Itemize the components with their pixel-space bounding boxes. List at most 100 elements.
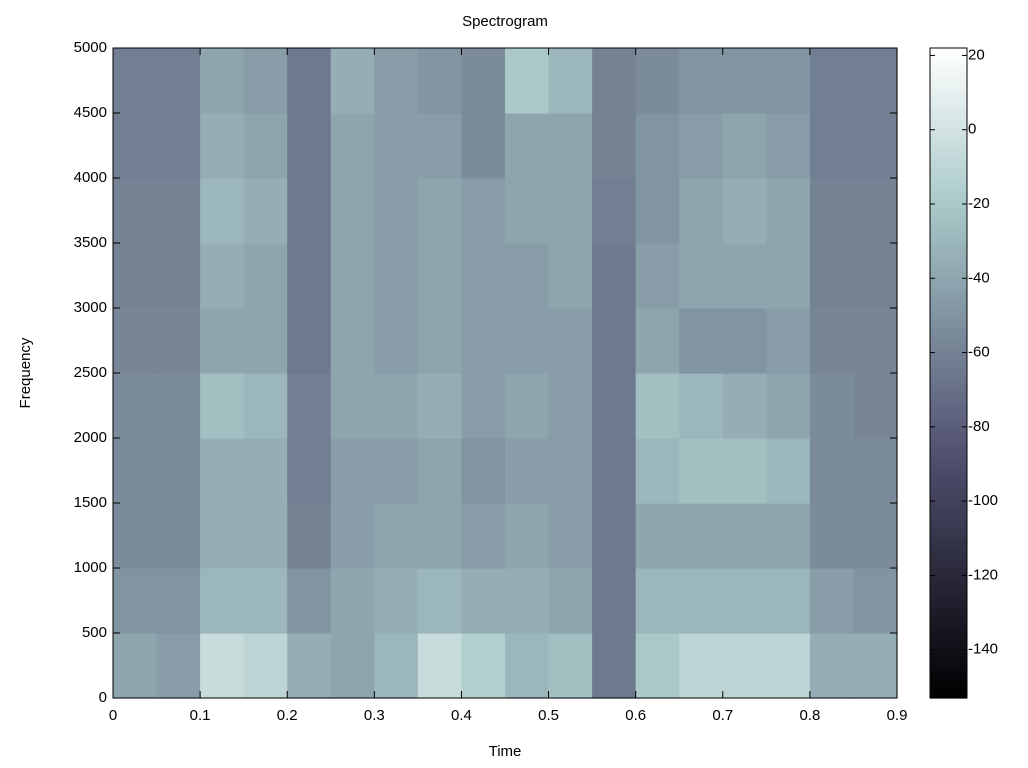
colorbar-swatch <box>930 258 967 264</box>
colorbar-swatch <box>930 238 967 244</box>
cell <box>200 633 245 699</box>
x-tick-label: 0 <box>109 707 117 724</box>
cell <box>505 438 550 504</box>
colorbar-swatch <box>930 263 967 269</box>
colorbar-swatch <box>930 548 967 554</box>
cell <box>287 308 332 374</box>
cell <box>287 568 332 634</box>
cell <box>243 48 288 114</box>
colorbar-swatch <box>930 493 967 499</box>
colorbar-swatch <box>930 208 967 214</box>
colorbar-swatch <box>930 423 967 429</box>
cell <box>374 438 419 504</box>
colorbar-swatch <box>930 573 967 579</box>
colorbar-swatch <box>930 273 967 279</box>
colorbar-tick-label: -80 <box>968 418 990 435</box>
cell <box>505 178 550 244</box>
cell <box>330 568 375 634</box>
cell <box>417 373 463 439</box>
colorbar-swatch <box>930 553 967 559</box>
cell <box>243 308 288 374</box>
cell <box>809 178 855 244</box>
colorbar-swatch <box>930 333 967 339</box>
cell <box>330 48 375 114</box>
cell <box>505 633 550 699</box>
cell <box>548 633 593 699</box>
y-tick-label: 1000 <box>74 559 107 576</box>
colorbar-swatch <box>930 348 967 354</box>
cell <box>722 633 767 699</box>
colorbar-swatch <box>930 188 967 194</box>
cell <box>548 503 593 569</box>
cell <box>461 48 506 114</box>
cell <box>722 308 767 374</box>
y-tick-label: 2500 <box>74 364 107 381</box>
cell <box>461 503 506 569</box>
colorbar-swatch <box>930 568 967 574</box>
cell <box>679 113 724 179</box>
cell <box>156 438 201 504</box>
cell <box>853 633 898 699</box>
x-tick-label: 0.8 <box>799 707 820 724</box>
colorbar-swatch <box>930 303 967 309</box>
cell <box>330 113 375 179</box>
colorbar-swatch <box>930 418 967 424</box>
cell <box>679 178 724 244</box>
cell <box>766 568 811 634</box>
cell <box>635 438 680 504</box>
colorbar-swatch <box>930 693 967 699</box>
colorbar-swatch <box>930 683 967 689</box>
cell <box>417 308 463 374</box>
cell <box>809 243 855 309</box>
colorbar-swatch <box>930 108 967 114</box>
colorbar-tick-label: 0 <box>968 121 976 138</box>
colorbar-swatch <box>930 468 967 474</box>
colorbar-swatch <box>930 68 967 74</box>
colorbar-swatch <box>930 363 967 369</box>
colorbar-swatch <box>930 118 967 124</box>
colorbar-swatch <box>930 453 967 459</box>
colorbar-swatch <box>930 338 967 344</box>
colorbar-swatch <box>930 498 967 504</box>
cell <box>766 308 811 374</box>
colorbar-swatch <box>930 488 967 494</box>
cell <box>287 178 332 244</box>
cell <box>417 568 463 634</box>
cell <box>113 438 158 504</box>
colorbar-tick-label: -20 <box>968 195 990 212</box>
colorbar-swatch <box>930 218 967 224</box>
cell <box>156 178 201 244</box>
cell <box>679 503 724 569</box>
axes: 0 0.1 0.2 0.3 0.4 0.5 0.6 0.7 0.8 0.9 0 500 1000 1500… <box>74 39 908 724</box>
cell <box>853 178 898 244</box>
cell <box>461 308 506 374</box>
cell <box>853 373 898 439</box>
colorbar-tick-label: -60 <box>968 344 990 361</box>
colorbar-swatch <box>930 608 967 614</box>
colorbar-swatch <box>930 533 967 539</box>
cell <box>374 633 419 699</box>
cell <box>722 438 767 504</box>
cell <box>766 48 811 114</box>
cell <box>548 568 593 634</box>
cell <box>374 568 419 634</box>
colorbar-swatch <box>930 133 967 139</box>
colorbar-swatch <box>930 158 967 164</box>
colorbar-swatch <box>930 248 967 254</box>
cell <box>113 243 158 309</box>
chart-title: Spectrogram <box>462 13 548 30</box>
cell <box>200 308 245 374</box>
cell <box>461 633 506 699</box>
y-tick-label: 3000 <box>74 299 107 316</box>
cell <box>809 503 855 569</box>
cell <box>243 503 288 569</box>
cell <box>766 503 811 569</box>
cell <box>635 373 680 439</box>
cell <box>592 243 637 309</box>
cell <box>853 503 898 569</box>
colorbar-swatch <box>930 368 967 374</box>
colorbar-swatch <box>930 518 967 524</box>
cell <box>113 48 158 114</box>
cell <box>853 243 898 309</box>
